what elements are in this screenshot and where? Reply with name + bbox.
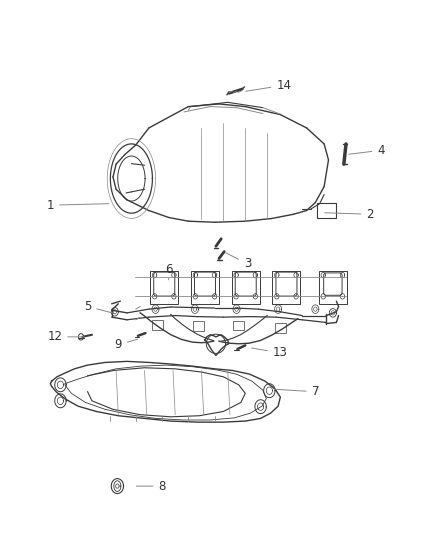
Text: 8: 8 — [136, 480, 166, 492]
FancyBboxPatch shape — [154, 272, 175, 296]
Text: 1: 1 — [46, 199, 109, 212]
Text: 3: 3 — [226, 253, 251, 270]
Text: 13: 13 — [251, 346, 288, 359]
Text: 5: 5 — [84, 300, 116, 314]
FancyBboxPatch shape — [317, 203, 336, 218]
FancyBboxPatch shape — [193, 321, 204, 331]
FancyBboxPatch shape — [194, 272, 215, 296]
Text: 6: 6 — [165, 263, 173, 280]
FancyBboxPatch shape — [272, 271, 300, 304]
Text: 2: 2 — [325, 208, 374, 221]
Text: 9: 9 — [114, 338, 138, 351]
Text: 4: 4 — [349, 144, 385, 157]
FancyBboxPatch shape — [276, 272, 297, 296]
FancyBboxPatch shape — [191, 271, 219, 304]
Text: 14: 14 — [246, 79, 291, 92]
FancyBboxPatch shape — [152, 320, 163, 330]
FancyBboxPatch shape — [232, 271, 260, 304]
FancyBboxPatch shape — [275, 323, 286, 333]
Text: 12: 12 — [47, 330, 84, 343]
FancyBboxPatch shape — [319, 271, 347, 304]
Text: 7: 7 — [274, 385, 319, 398]
FancyBboxPatch shape — [235, 272, 256, 296]
FancyBboxPatch shape — [150, 271, 178, 304]
FancyBboxPatch shape — [324, 273, 342, 295]
FancyBboxPatch shape — [233, 321, 244, 330]
